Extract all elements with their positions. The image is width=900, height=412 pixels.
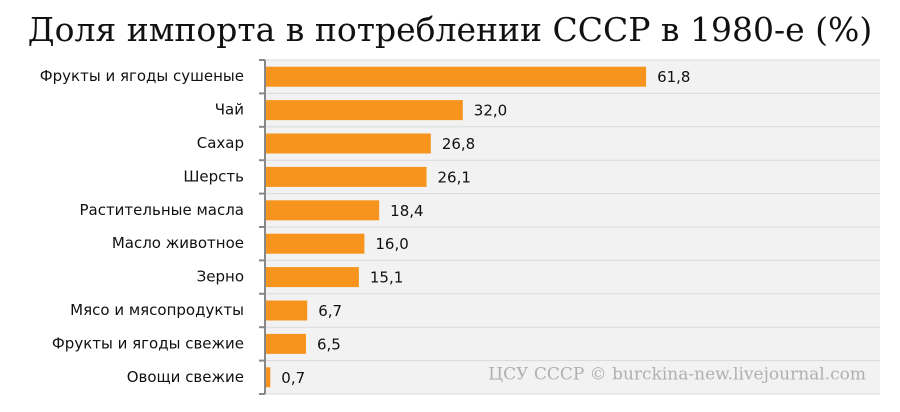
bar (266, 133, 431, 154)
category-label: Зерно (197, 268, 244, 286)
value-label: 26,1 (438, 168, 471, 186)
category-label: Фрукты и ягоды свежие (52, 334, 244, 352)
value-label: 0,7 (281, 369, 305, 387)
bar (266, 200, 380, 221)
bar (266, 166, 427, 187)
category-label: Масло животное (112, 234, 244, 252)
source: ЦСУ СССР © burckina-new.livejournal.com (488, 365, 866, 385)
category-label: Овощи свежие (127, 368, 244, 386)
bar (266, 233, 365, 254)
category-label: Шерсть (183, 167, 244, 185)
value-label: 6,7 (318, 302, 342, 320)
value-label: 26,8 (442, 135, 475, 153)
bar (266, 300, 308, 321)
value-label: 32,0 (474, 102, 507, 120)
bar (266, 66, 647, 87)
category-label: Фрукты и ягоды сушеные (40, 67, 244, 85)
category-label: Сахар (197, 134, 244, 152)
value-label: 16,0 (375, 235, 408, 253)
value-label: 61,8 (657, 68, 690, 86)
bar (266, 267, 359, 288)
bar (266, 100, 463, 121)
value-label: 15,1 (370, 269, 403, 287)
bar (266, 333, 306, 354)
bar (266, 367, 271, 388)
chart-title: Доля импорта в потреблении СССР в 1980-е… (28, 10, 872, 49)
category-label: Чай (215, 101, 244, 119)
value-label: 6,5 (317, 335, 341, 353)
value-label: 18,4 (390, 202, 423, 220)
category-label: Растительные масла (79, 201, 244, 219)
category-label: Мясо и мясопродукты (70, 301, 244, 319)
